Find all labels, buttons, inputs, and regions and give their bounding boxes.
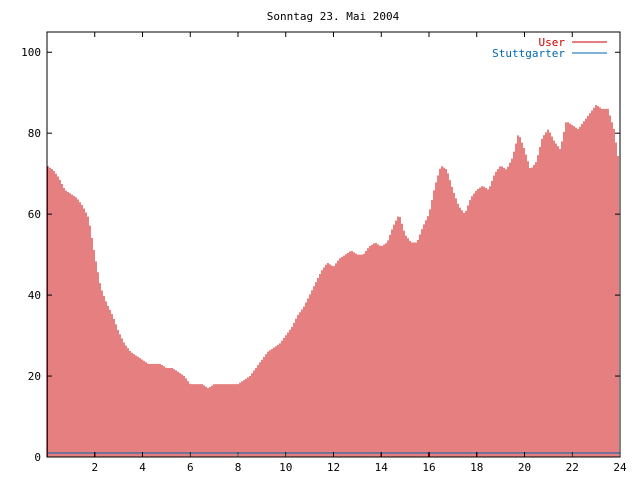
title-group: Sonntag 23. Mai 2004 [267, 10, 400, 23]
x-tick-label: 6 [187, 461, 194, 474]
x-tick-label: 16 [422, 461, 435, 474]
bars-layer [47, 105, 620, 457]
y-axis: 0 20 40 60 80 100 [21, 46, 620, 464]
x-tick-label: 12 [327, 461, 340, 474]
chart-title: Sonntag 23. Mai 2004 [267, 10, 400, 23]
y-tick-label: 60 [28, 208, 41, 221]
x-axis: 2 4 6 8 10 12 14 16 18 20 22 24 [91, 32, 627, 474]
x-tick-label: 20 [518, 461, 531, 474]
y-tick-label: 20 [28, 370, 41, 383]
x-tick-label: 2 [91, 461, 98, 474]
x-tick-label: 22 [566, 461, 579, 474]
y-tick-label: 100 [21, 46, 41, 59]
y-tick-label: 0 [34, 451, 41, 464]
x-tick-label: 10 [279, 461, 292, 474]
x-tick-label: 14 [375, 461, 389, 474]
legend-label: User [539, 36, 566, 49]
x-tick-label: 4 [139, 461, 146, 474]
x-tick-label: 24 [613, 461, 627, 474]
x-tick-label: 18 [470, 461, 483, 474]
x-tick-label: 8 [235, 461, 242, 474]
legend-label: Stuttgarter [492, 47, 565, 60]
y-tick-label: 80 [28, 127, 41, 140]
y-tick-label: 40 [28, 289, 41, 302]
